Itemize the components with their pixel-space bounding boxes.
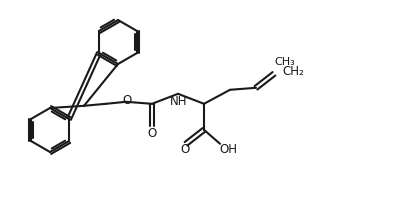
Text: NH: NH <box>170 95 188 108</box>
Text: OH: OH <box>219 143 237 156</box>
Text: CH₂: CH₂ <box>282 65 304 78</box>
Text: O: O <box>147 127 157 140</box>
Text: O: O <box>122 94 132 107</box>
Text: CH₃: CH₃ <box>274 57 295 67</box>
Text: O: O <box>180 143 190 156</box>
